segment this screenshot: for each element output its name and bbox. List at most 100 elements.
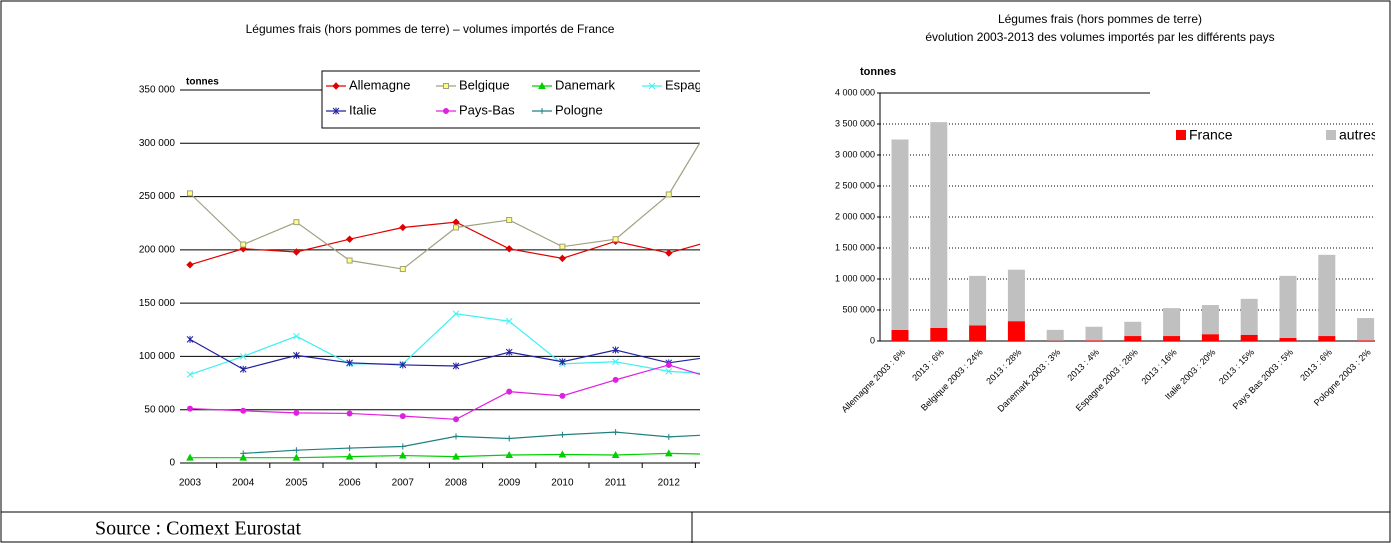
bar-segment <box>1357 318 1375 341</box>
marker <box>399 443 406 450</box>
y-tick-label: 250 000 <box>139 191 176 202</box>
marker <box>505 317 513 325</box>
bar-segment <box>1046 329 1064 341</box>
bar-segment <box>1007 321 1025 341</box>
marker <box>399 413 406 420</box>
marker <box>443 108 449 114</box>
marker <box>559 243 566 250</box>
marker <box>346 257 353 264</box>
x-tick-label: 2004 <box>232 478 255 489</box>
bar-chart: Légumes frais (hors pommes de terre) évo… <box>835 12 1391 415</box>
series-line <box>243 431 700 455</box>
marker <box>346 410 353 417</box>
marker <box>293 447 300 454</box>
x-tick-label: 2003 <box>179 478 202 489</box>
chart-title: Légumes frais (hors pommes de terre) <box>998 12 1202 26</box>
marker <box>719 372 725 378</box>
series-line <box>189 141 700 270</box>
marker <box>719 352 725 359</box>
x-tick-label: 2007 <box>392 478 415 489</box>
x-tick-label: 2013 : 4% <box>1065 347 1101 383</box>
y-tick-label: 1 500 000 <box>835 242 875 252</box>
marker <box>612 429 619 436</box>
marker <box>240 450 247 457</box>
x-tick-label: 2013 : 16% <box>1139 347 1178 386</box>
marker <box>505 348 513 356</box>
marker <box>187 190 193 197</box>
x-tick-label: 2010 <box>551 478 574 489</box>
marker <box>665 433 672 440</box>
bar-segment <box>1318 254 1336 337</box>
marker <box>186 371 194 378</box>
marker <box>452 310 460 318</box>
marker <box>506 435 513 442</box>
legend-label: Italie <box>349 102 376 117</box>
marker <box>240 407 247 414</box>
x-tick-label: 2012 <box>658 478 681 489</box>
y-tick-label: 350 000 <box>139 85 176 96</box>
marker <box>186 335 194 343</box>
marker <box>186 261 194 269</box>
marker <box>453 433 459 440</box>
marker <box>345 452 354 460</box>
marker <box>664 449 673 457</box>
marker <box>240 241 247 248</box>
marker <box>293 332 300 340</box>
chart-title: Légumes frais (hors pommes de terre) – v… <box>246 22 615 36</box>
marker <box>292 453 301 461</box>
marker <box>346 359 353 367</box>
marker <box>612 376 619 383</box>
marker <box>399 361 407 369</box>
marker <box>612 358 619 366</box>
x-tick-label: 2003 : 5% <box>1376 347 1391 383</box>
marker <box>612 236 619 243</box>
bar-segment <box>1163 336 1181 341</box>
marker <box>452 218 460 226</box>
y-tick-label: 100 000 <box>139 351 176 362</box>
y-tick-label: 1 000 000 <box>835 273 875 283</box>
legend-label: France <box>1189 127 1233 143</box>
y-tick-label: 4 000 000 <box>835 87 875 97</box>
marker <box>506 388 513 395</box>
bar-segment <box>969 275 987 326</box>
marker <box>720 103 725 108</box>
x-tick-label: 2011 <box>605 478 627 489</box>
marker <box>346 445 353 452</box>
y-tick-label: 2 000 000 <box>835 211 875 221</box>
bar-segment <box>1124 336 1142 341</box>
y-tick-label: 0 <box>870 335 875 345</box>
marker <box>505 245 513 253</box>
marker <box>611 450 620 459</box>
marker <box>293 351 300 359</box>
legend-label: Pays-Bas <box>459 102 515 117</box>
marker <box>539 108 545 114</box>
legend-label: Allemagne <box>349 77 410 92</box>
series-line <box>189 364 700 420</box>
marker <box>293 409 300 416</box>
marker <box>332 107 340 115</box>
bar-segment <box>1318 336 1336 341</box>
bar-segment <box>1279 275 1297 338</box>
bar-segment <box>1163 308 1181 337</box>
legend-swatch <box>1326 130 1336 140</box>
x-tick-label: 2006 <box>338 478 361 489</box>
marker <box>665 249 673 257</box>
marker <box>665 367 673 375</box>
marker <box>292 248 301 256</box>
legend-box <box>321 70 700 129</box>
marker <box>559 358 566 366</box>
marker <box>398 451 407 459</box>
y-tick-label: 150 000 <box>139 298 176 309</box>
legend-label: Pologne <box>555 102 603 117</box>
bar-segment <box>1201 334 1219 341</box>
bar-segment <box>1085 340 1103 341</box>
marker <box>558 254 567 263</box>
bar-segment <box>1240 334 1258 341</box>
y-tick-label: 2 500 000 <box>835 180 875 190</box>
x-tick-label: 2013 : 6% <box>1298 347 1334 383</box>
y-tick-label: 50 000 <box>144 404 175 415</box>
x-tick-label: Allemagne 2003 : 6% <box>840 347 908 415</box>
bar-segment <box>969 325 987 341</box>
marker <box>239 365 247 373</box>
